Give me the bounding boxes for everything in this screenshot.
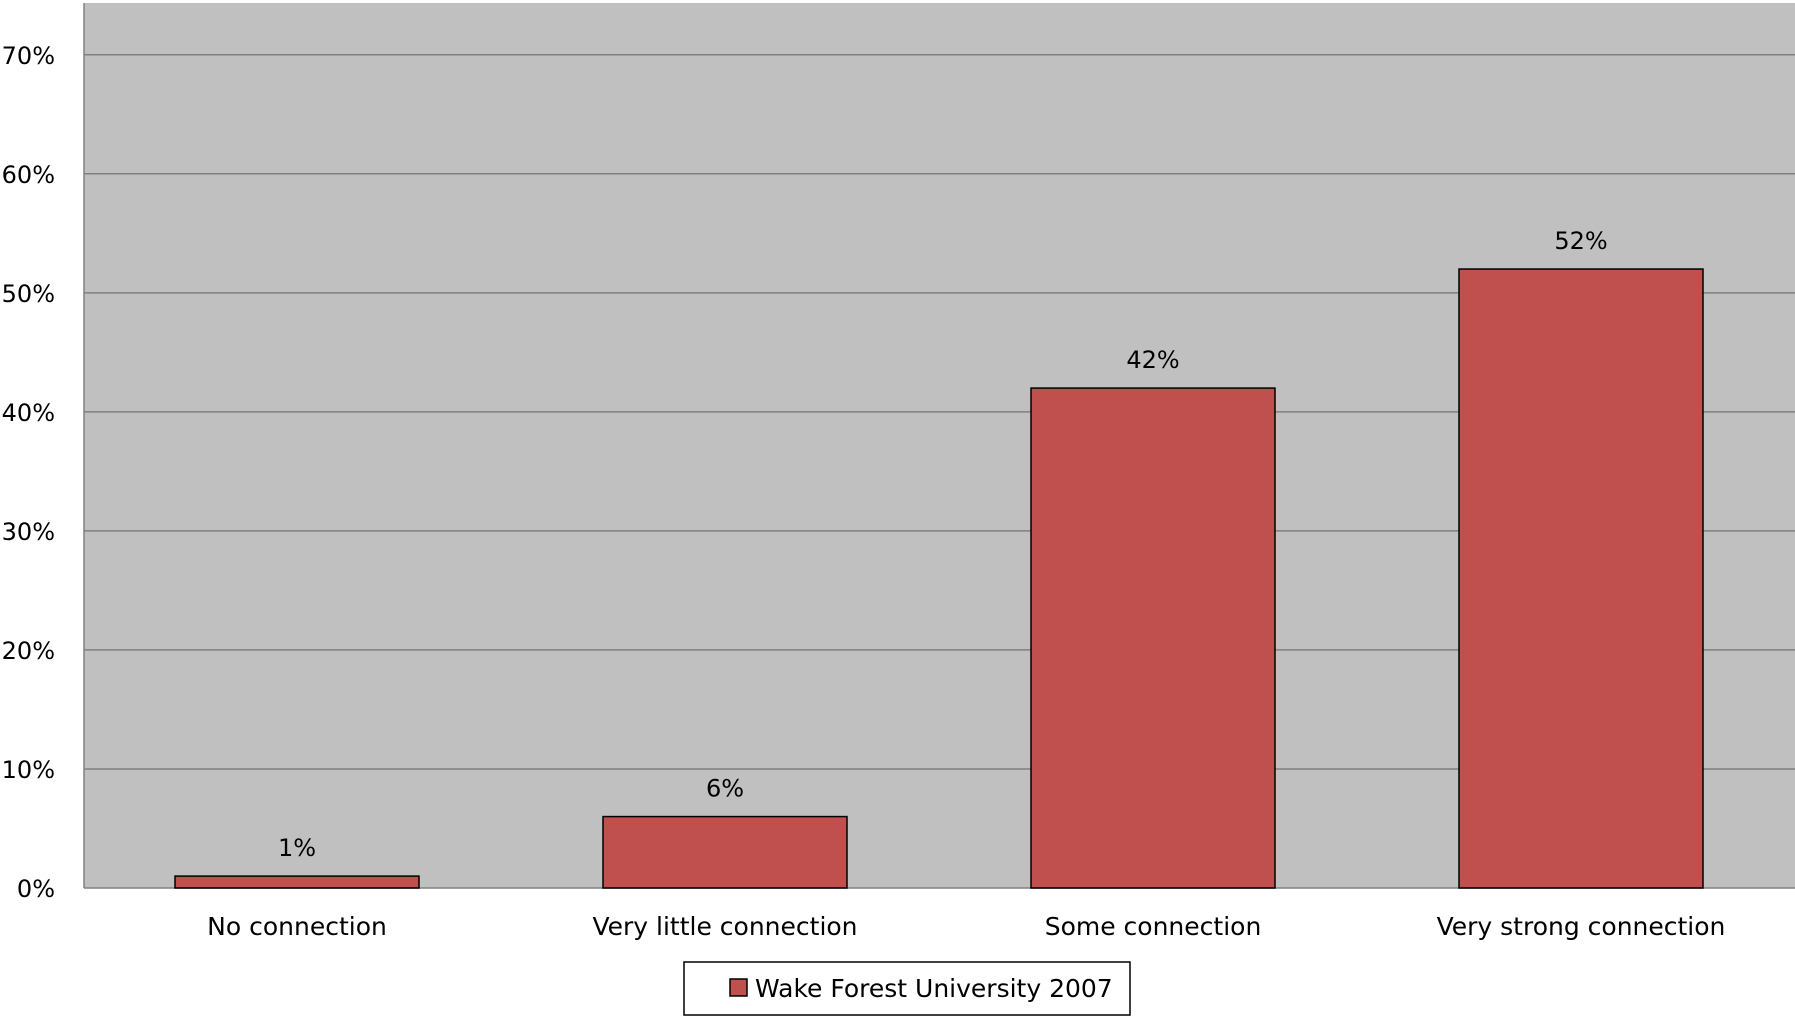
bar [174,875,420,889]
bar [1458,268,1704,889]
bar-data-label: 6% [706,775,744,803]
y-tick-label: 30% [2,518,55,546]
bar-data-label: 1% [278,834,316,862]
bar-data-label: 52% [1554,227,1607,255]
x-tick-label: No connection [207,912,387,941]
x-tick-label: Some connection [1045,912,1262,941]
bar [602,815,848,889]
y-tick-label: 0% [17,875,55,903]
x-tick-label: Very strong connection [1437,912,1726,941]
x-tick-label: Very little connection [592,912,857,941]
legend-label: Wake Forest University 2007 [755,974,1113,1003]
legend-box [683,961,1131,1016]
legend-swatch [729,978,748,997]
plot-area: 0% 10% 20% 30% 40% 50% 60% 70% 1% No connection 6%… [2,3,1795,941]
y-tick-label: 50% [2,280,55,308]
y-tick-label: 20% [2,637,55,665]
legend: Wake Forest University 2007 [683,961,1131,1016]
y-tick-label: 70% [2,42,55,70]
y-tick-label: 10% [2,756,55,784]
y-tick-label: 40% [2,399,55,427]
bar-data-label: 42% [1126,346,1179,374]
bar [1030,387,1276,889]
y-tick-label: 60% [2,161,55,189]
